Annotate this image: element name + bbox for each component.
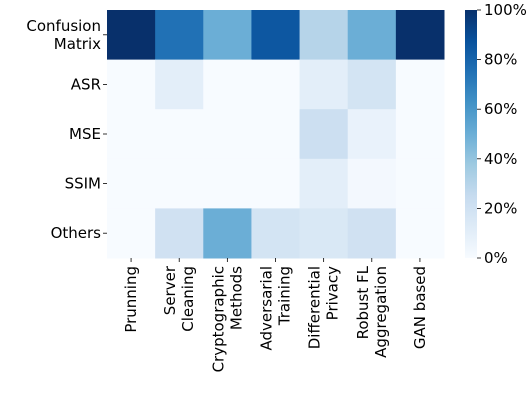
heatmap-cell-others-differential-privacy xyxy=(299,208,349,259)
column-label-cryptographic-methods: CryptographicMethods xyxy=(209,266,245,373)
column-label-server-cleaning: ServerCleaning xyxy=(161,265,197,332)
row-label-confusion-matrix: Confusion Matrix xyxy=(26,17,101,53)
heatmap-cell-ssim-gan-based xyxy=(395,158,445,209)
heatmap-cell-asr-prunning xyxy=(107,59,156,110)
colorbar-tick-label: 80% xyxy=(484,51,517,69)
column-label-gan-based: GAN based xyxy=(411,266,429,349)
column-label-adversarial-training: AdversarialTraining xyxy=(258,266,294,351)
heatmap-cell-confusion-matrix-cryptographic-methods xyxy=(203,10,252,61)
colorbar-tick-label: 40% xyxy=(484,150,517,168)
heatmap-cell-others-robust-fl-aggregation xyxy=(347,208,397,259)
colorbar: 0% 20% 40% 60% 80% 100% xyxy=(465,1,527,267)
heatmap-cell-confusion-matrix-robust-fl-aggregation xyxy=(347,10,397,61)
heatmap-cell-confusion-matrix-differential-privacy xyxy=(299,10,349,61)
heatmap-cell-others-prunning xyxy=(107,208,156,259)
colorbar-tick-label: 100% xyxy=(484,1,527,19)
heatmap-cell-mse-gan-based xyxy=(395,109,445,160)
heatmap-cell-mse-cryptographic-methods xyxy=(203,109,252,160)
heatmap-cell-others-cryptographic-methods xyxy=(203,208,252,259)
heatmap-cell-ssim-prunning xyxy=(107,158,156,209)
heatmap-cell-mse-adversarial-training xyxy=(251,109,301,160)
heatmap-cell-ssim-adversarial-training xyxy=(251,158,301,209)
heatmap-cell-confusion-matrix-adversarial-training xyxy=(251,10,301,61)
colorbar-tick-label: 0% xyxy=(484,249,508,267)
heatmap-cell-ssim-robust-fl-aggregation xyxy=(347,158,397,209)
heatmap-cell-ssim-differential-privacy xyxy=(299,158,349,209)
colorbar-tick-label: 20% xyxy=(484,199,517,217)
column-label-prunning: Prunning xyxy=(122,266,140,333)
heatmap-cell-ssim-cryptographic-methods xyxy=(203,158,252,209)
heatmap-cell-mse-robust-fl-aggregation xyxy=(347,109,397,160)
heatmap-cell-asr-robust-fl-aggregation xyxy=(347,59,397,110)
heatmap-cell-asr-adversarial-training xyxy=(251,59,301,110)
heatmap-cell-others-adversarial-training xyxy=(251,208,301,259)
heatmap-cell-asr-differential-privacy xyxy=(299,59,349,110)
heatmap-cells xyxy=(107,10,445,259)
heatmap-cell-confusion-matrix-gan-based xyxy=(395,10,445,61)
column-label-robust-fl-aggregation: Robust FLAggregation xyxy=(354,265,390,357)
colorbar-gradient xyxy=(465,10,477,258)
heatmap-cell-confusion-matrix-prunning xyxy=(107,10,156,61)
heatmap-cell-mse-prunning xyxy=(107,109,156,160)
heatmap-cell-others-server-cleaning xyxy=(155,208,204,259)
column-labels: Prunning ServerCleaning CryptographicMetho… xyxy=(122,258,429,372)
heatmap-cell-mse-server-cleaning xyxy=(155,109,204,160)
heatmap-cell-confusion-matrix-server-cleaning xyxy=(155,10,204,61)
heatmap-cell-asr-server-cleaning xyxy=(155,59,204,110)
row-labels: Confusion Matrix ASR MSE SSIM Others xyxy=(26,17,107,242)
column-label-differential-privacy: DifferentialPrivacy xyxy=(306,266,342,349)
row-label-mse: MSE xyxy=(69,125,101,143)
row-label-others: Others xyxy=(51,224,102,242)
heatmap-cell-ssim-server-cleaning xyxy=(155,158,204,209)
heatmap-cell-others-gan-based xyxy=(395,208,445,259)
colorbar-tick-label: 60% xyxy=(484,100,517,118)
heatmap-cell-asr-cryptographic-methods xyxy=(203,59,252,110)
row-label-asr: ASR xyxy=(71,75,101,93)
row-label-ssim: SSIM xyxy=(65,175,101,193)
heatmap-cell-mse-differential-privacy xyxy=(299,109,349,160)
heatmap-cell-asr-gan-based xyxy=(395,59,445,110)
